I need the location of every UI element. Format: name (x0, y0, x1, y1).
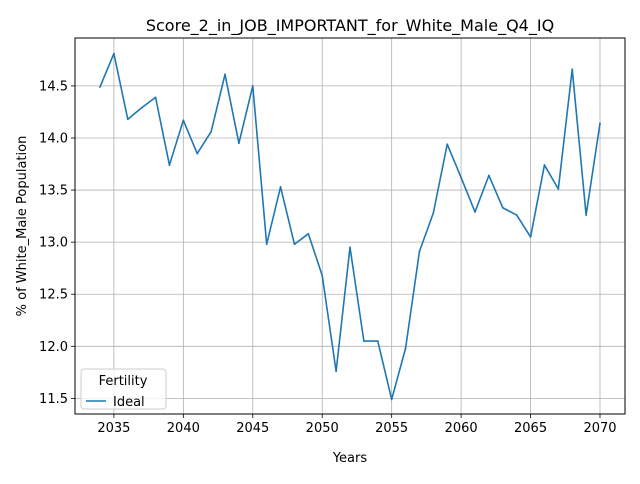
data-point (474, 211, 476, 213)
y-tick-label: 12.5 (39, 288, 68, 303)
data-point (168, 164, 171, 166)
y-tick-label: 14.5 (39, 79, 68, 94)
data-point (585, 214, 588, 216)
series-layer (99, 52, 601, 401)
legend-box (80, 368, 167, 410)
x-tick-label: 2060 (445, 421, 478, 436)
data-point (293, 243, 296, 246)
data-point (279, 186, 282, 188)
data-point (224, 73, 226, 76)
data-point (390, 398, 393, 401)
y-tick-label: 13.5 (39, 184, 68, 199)
chart-title: Score_2_in_JOB_IMPORTANT_for_White_Male_… (146, 16, 554, 36)
data-point (432, 212, 435, 214)
x-tick-label: 2065 (514, 421, 547, 436)
data-point (126, 118, 129, 121)
data-point (487, 174, 490, 177)
data-point (112, 52, 115, 55)
y-tick-label: 14.0 (39, 131, 68, 146)
data-point (154, 96, 157, 99)
y-axis-label: % of White_Male Population (15, 136, 30, 317)
data-point (140, 106, 143, 109)
plot-frame (74, 37, 626, 415)
y-tick-label: 11.5 (39, 392, 68, 407)
data-point (307, 232, 310, 235)
y-tick-label: 12.0 (39, 340, 68, 355)
data-point (362, 340, 365, 342)
legend-title: Fertility (99, 374, 148, 389)
x-tick-label: 2050 (306, 421, 339, 436)
data-point (237, 142, 240, 145)
data-point (99, 86, 101, 88)
data-point (404, 347, 407, 350)
data-point (460, 176, 463, 179)
x-axis: 2035 2040 2045 2050 2055 2060 2065 2070 (97, 414, 617, 436)
data-point (251, 85, 254, 87)
data-point (543, 164, 546, 166)
data-point (501, 206, 504, 209)
x-tick-label: 2040 (167, 421, 200, 436)
data-point (515, 214, 518, 216)
grid (75, 38, 625, 414)
data-point (182, 119, 185, 122)
data-point (599, 122, 601, 125)
data-point (335, 370, 338, 373)
data-point (349, 246, 351, 249)
data-point (265, 243, 268, 246)
x-axis-label: Years (332, 451, 368, 466)
y-axis: 11.5 12.0 12.5 13.0 13.5 14.0 14.5 (39, 79, 75, 407)
legend-entry-ideal: Ideal (113, 395, 145, 410)
data-point (557, 188, 560, 190)
x-tick-label: 2055 (375, 421, 408, 436)
data-point (571, 68, 574, 71)
data-point (418, 250, 421, 253)
data-point (376, 340, 379, 342)
x-tick-label: 2070 (583, 421, 616, 436)
data-point (529, 236, 532, 238)
data-point (196, 152, 199, 155)
x-tick-label: 2035 (97, 421, 130, 436)
legend: Fertility Ideal (80, 368, 167, 410)
data-point (321, 274, 324, 277)
data-point (446, 143, 449, 146)
y-tick-label: 13.0 (39, 236, 68, 251)
data-point (210, 130, 213, 133)
x-tick-label: 2045 (236, 421, 269, 436)
